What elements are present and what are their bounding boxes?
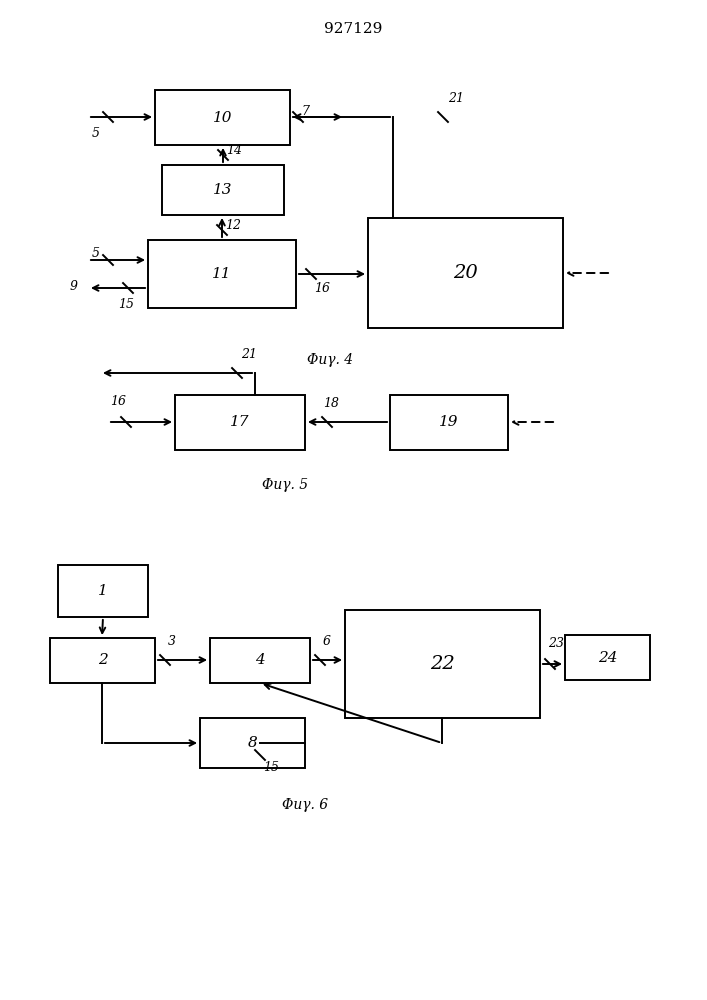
Text: Φиγ. 5: Φиγ. 5 [262, 478, 308, 492]
Text: 11: 11 [212, 267, 232, 281]
Text: 7: 7 [301, 105, 309, 118]
Text: 16: 16 [110, 395, 126, 408]
Text: 15: 15 [118, 298, 134, 311]
Text: 6: 6 [323, 635, 331, 648]
Bar [175, 395, 305, 450]
Text: 4: 4 [255, 654, 265, 668]
Text: 5: 5 [92, 127, 100, 140]
Bar [210, 638, 310, 683]
Text: 1: 1 [98, 584, 108, 598]
Bar [200, 718, 305, 768]
Bar [565, 635, 650, 680]
Text: 3: 3 [168, 635, 176, 648]
Text: 5: 5 [92, 247, 100, 260]
Text: 13: 13 [214, 183, 233, 197]
Bar [162, 165, 284, 215]
Bar [50, 638, 155, 683]
Text: 20: 20 [453, 264, 478, 282]
Text: Φиγ. 6: Φиγ. 6 [282, 798, 328, 812]
Text: 2: 2 [98, 654, 107, 668]
Text: 14: 14 [226, 144, 242, 157]
Text: Φиγ. 4: Φиγ. 4 [307, 353, 353, 367]
Text: 16: 16 [314, 282, 330, 295]
Text: 23: 23 [548, 637, 564, 650]
Text: 19: 19 [439, 416, 459, 430]
Text: 12: 12 [225, 219, 241, 232]
Bar [345, 610, 540, 718]
Bar [155, 90, 290, 145]
Text: 927129: 927129 [324, 22, 382, 36]
Text: 15: 15 [263, 761, 279, 774]
Text: 21: 21 [448, 92, 464, 105]
Text: 22: 22 [430, 655, 455, 673]
Text: 9: 9 [70, 279, 78, 292]
Text: 8: 8 [247, 736, 257, 750]
Text: 10: 10 [213, 110, 233, 124]
Bar [368, 218, 563, 328]
Bar [148, 240, 296, 308]
Text: 17: 17 [230, 416, 250, 430]
Bar [390, 395, 508, 450]
Text: 21: 21 [241, 348, 257, 361]
Bar [58, 565, 148, 617]
Text: 24: 24 [597, 650, 617, 664]
Text: 18: 18 [323, 397, 339, 410]
